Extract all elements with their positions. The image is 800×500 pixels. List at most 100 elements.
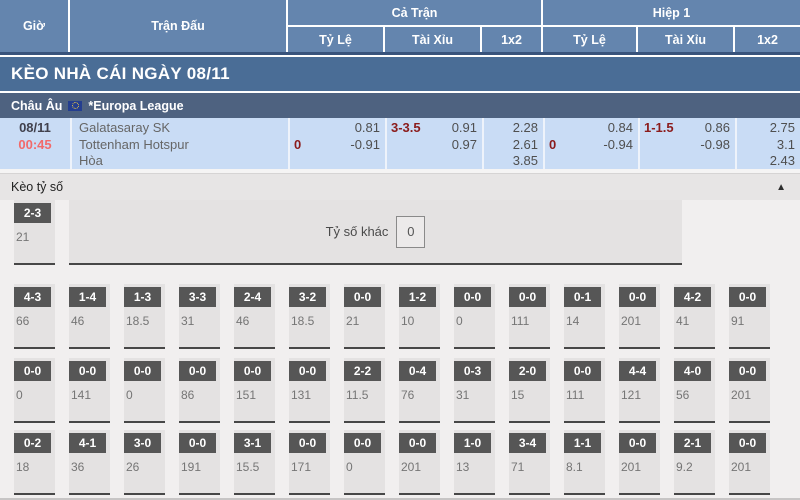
score-odds-cell[interactable]: 1-2 10	[399, 284, 440, 349]
odds-value: 2.75	[769, 120, 795, 135]
score-odds-value: 21	[16, 230, 30, 244]
score-odds-value: 151	[236, 388, 257, 402]
score-label: 1-0	[454, 433, 491, 453]
score-odds-cell[interactable]: 0-0 0	[344, 430, 385, 495]
score-odds-cell[interactable]: 1-3 18.5	[124, 284, 165, 349]
score-label: 4-1	[69, 433, 106, 453]
league-row[interactable]: Châu Âu *Europa League	[0, 93, 800, 118]
score-odds-cell[interactable]: 0-0 201	[399, 430, 440, 495]
score-label: 0-3	[454, 361, 491, 381]
score-odds-cell[interactable]: 0-0 91	[729, 284, 770, 349]
odds-value: 0.84	[607, 120, 633, 135]
full-handicap-cell[interactable]: 0.81 0 -0.91	[288, 118, 385, 169]
header-full-over-under: Tài Xỉu	[385, 27, 480, 52]
score-label: 1-4	[69, 287, 106, 307]
score-label: 3-4	[509, 433, 546, 453]
score-odds-value: 56	[676, 388, 690, 402]
bottom-divider	[0, 498, 800, 500]
score-odds-cell[interactable]: 0-2 18	[14, 430, 55, 495]
handicap-line: 0	[549, 136, 557, 152]
score-odds-cell[interactable]: 3-0 26	[124, 430, 165, 495]
score-odds-cell[interactable]: 0-0 171	[289, 430, 330, 495]
score-odds-cell[interactable]: 3-1 15.5	[234, 430, 275, 495]
score-odds-cell[interactable]: 0-0 201	[619, 284, 660, 349]
score-odds-value: 11.5	[346, 388, 369, 402]
score-odds-cell[interactable]: 0-0 21	[344, 284, 385, 349]
score-label: 2-0	[509, 361, 546, 381]
score-odds-cell[interactable]: 0-0 0	[14, 358, 55, 423]
score-odds-cell[interactable]: 2-0 15	[509, 358, 550, 423]
score-odds-cell[interactable]: 4-3 66	[14, 284, 55, 349]
score-odds-cell[interactable]: 0-0 201	[619, 430, 660, 495]
header-half-handicap: Tỷ Lệ	[543, 27, 636, 52]
score-odds-cell[interactable]: 0-0 201	[729, 358, 770, 423]
full-over-under-cell[interactable]: 3-3.5 0.91 0.97	[385, 118, 482, 169]
score-odds-cell[interactable]: 0-0 191	[179, 430, 220, 495]
score-odds-value: 18	[16, 460, 30, 474]
score-odds-cell[interactable]: 0-0 131	[289, 358, 330, 423]
odds-value: 2.28	[512, 120, 538, 135]
score-odds-cell[interactable]: 0-0 201	[729, 430, 770, 495]
header-half-over-under: Tài Xỉu	[638, 27, 733, 52]
score-odds-cell[interactable]: 0-1 14	[564, 284, 605, 349]
score-label: 0-0	[234, 361, 271, 381]
score-odds-cell[interactable]: 0-0 151	[234, 358, 275, 423]
other-score-box[interactable]: 0	[396, 215, 426, 248]
score-odds-cell[interactable]: 2-1 9.2	[674, 430, 715, 495]
score-odds-cell[interactable]: 4-1 36	[69, 430, 110, 495]
chevron-up-icon[interactable]: ▲	[776, 181, 786, 193]
score-odds-cell[interactable]: 0-0 86	[179, 358, 220, 423]
score-odds-cell[interactable]: 1-1 8.1	[564, 430, 605, 495]
half-1x2-cell[interactable]: 2.75 3.1 2.43	[735, 118, 800, 169]
score-label: 2-4	[234, 287, 271, 307]
score-label: 1-1	[564, 433, 601, 453]
score-label: 1-2	[399, 287, 436, 307]
score-odds-value: 201	[731, 460, 752, 474]
score-odds-value: 9.2	[676, 460, 693, 474]
score-odds-value: 0	[126, 388, 133, 402]
score-odds-cell[interactable]: 4-0 56	[674, 358, 715, 423]
odds-value: -0.98	[700, 136, 730, 152]
score-odds-cell[interactable]: 3-4 71	[509, 430, 550, 495]
score-odds-cell[interactable]: 0-0 141	[69, 358, 110, 423]
score-odds-cell[interactable]: 2-4 46	[234, 284, 275, 349]
score-odds-cell[interactable]: 0-0 111	[509, 284, 550, 349]
score-odds-cell[interactable]: 4-2 41	[674, 284, 715, 349]
score-label: 0-0	[344, 287, 381, 307]
score-label: 0-0	[69, 361, 106, 381]
match-date: 08/11	[19, 120, 51, 135]
score-odds-cell[interactable]: 1-0 13	[454, 430, 495, 495]
score-section-title: Kèo tỷ số	[11, 180, 64, 194]
score-odds-cell[interactable]: 0-4 76	[399, 358, 440, 423]
odds-value: 3.85	[512, 153, 538, 168]
match-teams-cell[interactable]: Galatasaray SK Tottenham Hotspur Hòa	[70, 118, 288, 169]
full-1x2-cell[interactable]: 2.28 2.61 3.85	[482, 118, 543, 169]
score-odds-cell[interactable]: 4-4 121	[619, 358, 660, 423]
score-section-bar: Kèo tỷ số ▲	[0, 173, 800, 200]
score-odds-value: 21	[346, 314, 360, 328]
score-odds-cell[interactable]: 0-0 0	[124, 358, 165, 423]
score-odds-value: 71	[511, 460, 525, 474]
score-odds-value: 18.5	[291, 314, 315, 328]
section-gap	[0, 169, 800, 173]
other-score-cell: Tỷ số khác 0	[69, 200, 682, 265]
score-odds-cell[interactable]: 0-3 31	[454, 358, 495, 423]
score-label: 0-0	[179, 433, 216, 453]
score-row: 0-0 0 0-0 141 0-0 0 0-0 86 0-0 151 0-0 131 2-2 11.5 0-…	[14, 358, 770, 423]
score-odds-cell[interactable]: 2-3 21	[14, 200, 55, 265]
score-odds-cell[interactable]: 1-4 46	[69, 284, 110, 349]
odds-value: 2.61	[512, 136, 538, 152]
score-odds-value: 14	[566, 314, 580, 328]
day-banner: KÈO NHÀ CÁI NGÀY 08/11	[0, 57, 800, 91]
odds-value: -0.91	[350, 136, 380, 152]
score-odds-cell[interactable]: 0-0 111	[564, 358, 605, 423]
score-odds-cell[interactable]: 0-0 0	[454, 284, 495, 349]
half-handicap-cell[interactable]: 0.84 0 -0.94	[543, 118, 638, 169]
score-odds-cell[interactable]: 2-2 11.5	[344, 358, 385, 423]
score-odds-cell[interactable]: 3-3 31	[179, 284, 220, 349]
half-over-under-cell[interactable]: 1-1.5 0.86 -0.98	[638, 118, 735, 169]
score-odds-value: 141	[71, 388, 92, 402]
score-odds-cell[interactable]: 3-2 18.5	[289, 284, 330, 349]
header-divider	[0, 52, 800, 55]
score-odds-grid: 4-3 66 1-4 46 1-3 18.5 3-3 31 2-4 46 3-2 18.5 0-0 21 1…	[0, 200, 800, 500]
